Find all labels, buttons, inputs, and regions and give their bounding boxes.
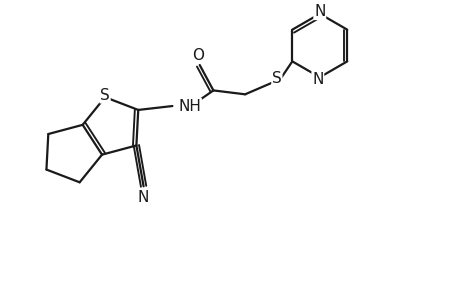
Text: N: N <box>312 72 323 87</box>
Text: N: N <box>313 4 325 19</box>
Text: NH: NH <box>178 98 201 113</box>
Text: N: N <box>138 190 149 205</box>
Text: S: S <box>271 71 281 86</box>
Text: O: O <box>191 48 203 63</box>
Text: S: S <box>100 88 110 103</box>
